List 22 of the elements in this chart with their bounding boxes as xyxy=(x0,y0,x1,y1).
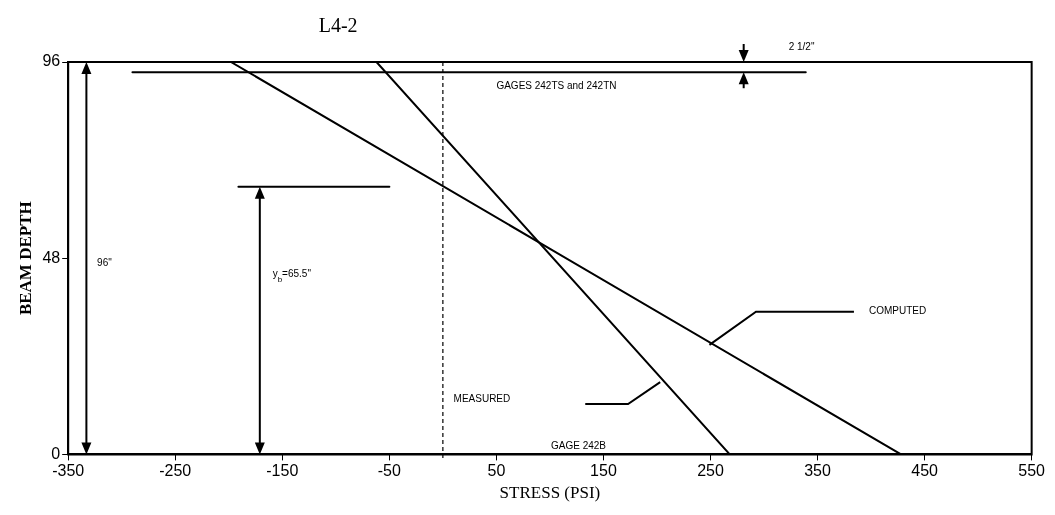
annotation: 96" xyxy=(97,257,113,269)
x-tick-label: 150 xyxy=(590,462,617,480)
text: 2 1/2" xyxy=(788,41,815,53)
x-tick-label: -250 xyxy=(159,462,192,480)
y-axis-title: BEAM DEPTH xyxy=(15,201,35,316)
y-tick-label: 96 xyxy=(42,52,61,70)
x-tick-label: -150 xyxy=(266,462,299,480)
y-tick-label: 0 xyxy=(51,444,61,462)
annotation: GAGE 242B xyxy=(551,439,607,451)
annotation: COMPUTED xyxy=(868,305,927,317)
x-tick-label: -350 xyxy=(52,462,85,480)
chart-title: L4-2 xyxy=(318,14,358,37)
x-tick-label: -50 xyxy=(377,462,402,480)
x-tick-label: 350 xyxy=(804,462,831,480)
x-axis-title: STRESS (PSI) xyxy=(499,483,601,503)
x-tick-label: 550 xyxy=(1018,462,1046,480)
x-tick-label: 50 xyxy=(487,462,506,480)
x-tick-label: 450 xyxy=(911,462,939,480)
x-tick-label: 250 xyxy=(697,462,724,480)
y-tick-label: 48 xyxy=(42,248,61,266)
annotation: GAGES 242TS and 242TN xyxy=(496,80,617,92)
annotation: MEASURED xyxy=(453,392,511,404)
